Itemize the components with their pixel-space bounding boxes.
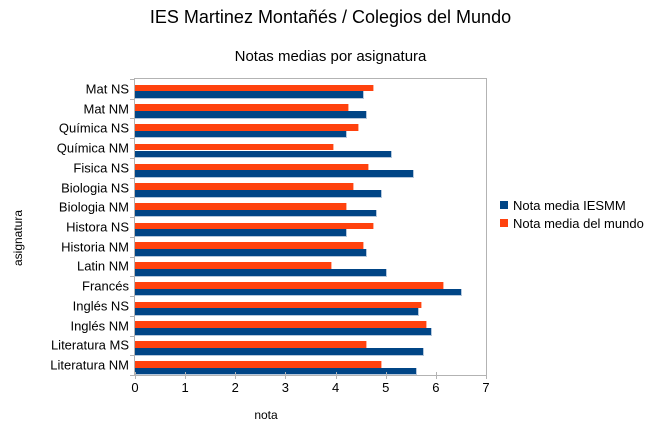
legend-label-iesmm: Nota media IESMM	[513, 197, 626, 213]
bar-mundo	[135, 321, 427, 329]
x-axis-tick	[486, 372, 487, 379]
x-axis-tick-label: 2	[231, 380, 239, 395]
plot-area	[134, 78, 487, 376]
bar-iesmm	[135, 130, 347, 139]
bar-mundo	[135, 281, 445, 289]
bar-mundo	[135, 242, 365, 250]
bar-iesmm	[135, 308, 420, 317]
bar-mundo	[135, 301, 422, 309]
bar-mundo	[135, 124, 360, 131]
y-axis-title: asignatura	[11, 209, 25, 267]
x-axis-tick	[135, 372, 136, 379]
bar-mundo	[135, 84, 375, 92]
x-axis-tick-label: 6	[432, 380, 440, 395]
y-axis-label: Latin NM	[76, 258, 129, 274]
chart-subtitle: Notas medias por asignatura	[234, 48, 427, 65]
x-axis-tick	[335, 372, 337, 379]
y-axis-tick	[130, 138, 135, 140]
y-axis-tick	[130, 157, 135, 159]
y-axis-tick	[130, 236, 135, 238]
bar-iesmm	[135, 189, 382, 198]
bar-iesmm	[135, 91, 365, 99]
bar-mundo	[135, 203, 347, 210]
y-axis-label: Fisica NS	[73, 160, 129, 176]
bar-iesmm	[135, 347, 425, 356]
y-axis-tick	[130, 197, 135, 199]
y-axis-label: Literatura NM	[50, 357, 129, 373]
bar-mundo	[135, 163, 370, 171]
chart-title: IES Martinez Montañés / Colegios del Mun…	[149, 7, 512, 27]
y-axis-label: Inglés NM	[70, 318, 129, 334]
y-axis-tick	[130, 375, 135, 376]
bar-mundo	[135, 143, 335, 151]
y-axis-tick	[130, 177, 135, 179]
x-axis-tick	[285, 372, 287, 379]
y-axis-label: Mat NM	[83, 101, 130, 117]
bar-iesmm	[135, 150, 392, 159]
y-axis-tick	[130, 98, 135, 100]
y-axis-label: Biologia NS	[61, 180, 129, 196]
bar-mundo	[135, 104, 350, 112]
bar-iesmm	[135, 170, 415, 178]
bar-mundo	[135, 262, 332, 269]
legend-item-iesmm: Nota media IESMM	[500, 196, 644, 214]
y-axis-label: Mat NS	[85, 81, 129, 97]
bar-mundo	[135, 222, 375, 230]
y-axis-tick	[130, 276, 135, 278]
y-axis-tick	[130, 79, 135, 80]
y-axis-tick	[130, 256, 135, 258]
x-axis-tick-label: 3	[281, 380, 290, 395]
x-axis-tick-label: 7	[482, 380, 490, 395]
y-axis-tick	[130, 315, 135, 317]
y-axis-tick	[130, 355, 135, 357]
x-axis-tick-label: 4	[331, 380, 340, 395]
legend-swatch-mundo-icon	[500, 219, 508, 227]
bar-iesmm	[135, 288, 462, 297]
legend-label-mundo: Nota media del mundo	[513, 215, 644, 231]
x-axis-title: nota	[254, 408, 278, 422]
y-axis-label: Química NS	[58, 120, 129, 136]
bar-iesmm	[135, 268, 387, 277]
y-axis-label: Histora NS	[66, 219, 129, 235]
y-axis-label: Historia NM	[61, 239, 129, 255]
x-axis-tick	[235, 372, 237, 379]
x-axis-tick-label: 5	[382, 380, 390, 395]
bar-iesmm	[135, 328, 432, 336]
y-axis-tick	[130, 335, 135, 337]
legend: Nota media IESMM Nota media del mundo	[500, 196, 644, 232]
y-axis-tick	[130, 118, 135, 120]
bar-mundo	[135, 183, 355, 190]
y-axis-label: Inglés NS	[72, 298, 129, 314]
bar-mundo	[135, 341, 367, 348]
bar-mundo	[135, 360, 382, 368]
y-axis-label: Francés	[82, 278, 129, 294]
y-axis-tick	[130, 296, 135, 298]
x-axis-tick-label: 1	[181, 380, 189, 395]
legend-item-mundo: Nota media del mundo	[500, 214, 644, 232]
y-axis-label: Literatura MS	[50, 337, 129, 353]
bar-iesmm	[135, 367, 417, 376]
y-axis-label: Biologia NM	[58, 199, 129, 215]
bar-iesmm	[135, 249, 367, 257]
y-axis-tick	[130, 217, 135, 219]
x-axis-tick	[435, 372, 437, 379]
bar-iesmm	[135, 111, 367, 119]
bar-iesmm	[135, 229, 347, 238]
x-axis-tick-label: 0	[131, 380, 139, 395]
legend-swatch-iesmm-icon	[500, 201, 508, 209]
y-axis-label: Química NM	[56, 140, 129, 156]
bar-iesmm	[135, 209, 377, 218]
x-axis-tick	[185, 372, 187, 379]
x-axis-tick	[385, 372, 387, 379]
